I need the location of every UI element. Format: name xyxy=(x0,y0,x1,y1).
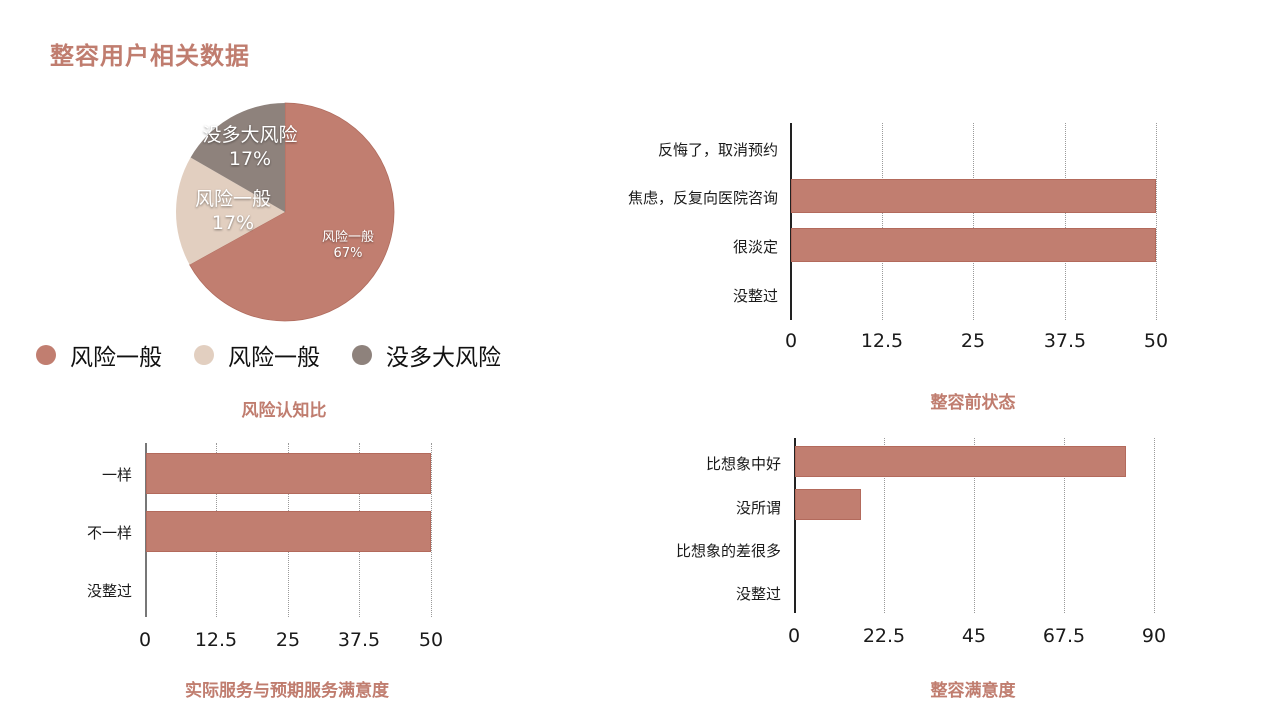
legend-item-risk-general-2[interactable]: 风险一般 xyxy=(194,338,320,372)
grid-line xyxy=(882,123,883,320)
category-label: 没所谓 xyxy=(735,499,781,517)
x-tick: 37.5 xyxy=(337,629,381,651)
pie-label-pct: 67% xyxy=(333,246,363,262)
y-axis xyxy=(145,443,147,617)
pie-label-pct: 17% xyxy=(211,211,255,234)
category-label: 焦虑，反复向医院咨询 xyxy=(627,189,778,207)
grid-line xyxy=(1154,438,1155,613)
legend-item-low-risk[interactable]: 没多大风险 xyxy=(352,338,501,372)
legend-label: 风险一般 xyxy=(70,345,162,371)
satisfaction-caption: 整容满意度 xyxy=(930,681,1016,701)
legend-dot-icon xyxy=(194,345,214,365)
grid-line xyxy=(431,443,432,617)
category-label: 没整过 xyxy=(86,582,132,600)
category-label: 比想象的差很多 xyxy=(675,542,781,560)
pie-label-pct: 17% xyxy=(228,147,272,170)
grid-line xyxy=(973,123,974,320)
legend-item-risk-general[interactable]: 风险一般 xyxy=(36,338,162,372)
pie-label-risk-general-small: 风险一般 17% xyxy=(183,188,283,236)
x-tick: 67.5 xyxy=(1042,625,1086,647)
x-tick: 25 xyxy=(960,330,986,352)
pie-svg xyxy=(176,102,395,322)
category-label: 一样 xyxy=(101,466,132,484)
pie-label-name: 没多大风险 xyxy=(202,124,298,146)
satisfaction-bar-chart: 比想象中好 没所谓 比想象的差很多 没整过 0 22.5 45 67.5 90 xyxy=(640,438,1200,668)
risk-pie-chart: 没多大风险 17% 风险一般 17% 风险一般 67% xyxy=(175,102,395,322)
grid-line xyxy=(1156,123,1157,320)
legend-dot-icon xyxy=(352,345,372,365)
category-label: 比想象中好 xyxy=(705,455,781,473)
legend-label: 没多大风险 xyxy=(386,345,501,371)
pie-slice-risk-general-large[interactable] xyxy=(189,102,395,322)
pie-label-low-risk: 没多大风险 17% xyxy=(195,124,305,172)
bar-same[interactable] xyxy=(146,453,431,494)
x-tick: 90 xyxy=(1141,625,1167,647)
pie-legend: 风险一般 风险一般 没多大风险 xyxy=(36,338,533,372)
bar-anxious[interactable] xyxy=(791,179,1156,213)
category-label: 没整过 xyxy=(735,585,781,603)
pie-caption: 风险认知比 xyxy=(241,401,327,421)
grid-line xyxy=(974,438,975,613)
pie-slice-risk-general-small[interactable] xyxy=(176,157,285,265)
pre-state-caption: 整容前状态 xyxy=(930,393,1016,413)
pie-label-name: 风险一般 xyxy=(194,188,271,210)
service-expectation-caption: 实际服务与预期服务满意度 xyxy=(185,681,389,701)
bar-different[interactable] xyxy=(146,511,431,552)
x-tick: 12.5 xyxy=(860,330,904,352)
pie-label-risk-general-large: 风险一般 67% xyxy=(313,230,383,263)
y-axis xyxy=(794,438,796,613)
grid-line xyxy=(1064,438,1065,613)
x-tick: 12.5 xyxy=(194,629,238,651)
x-tick: 22.5 xyxy=(862,625,906,647)
grid-line xyxy=(1065,123,1066,320)
bar-calm[interactable] xyxy=(791,228,1156,262)
bar-better-than-expected[interactable] xyxy=(795,446,1126,477)
x-tick: 37.5 xyxy=(1043,330,1087,352)
x-tick: 0 xyxy=(784,330,798,352)
grid-line xyxy=(884,438,885,613)
y-axis xyxy=(790,123,792,320)
legend-dot-icon xyxy=(36,345,56,365)
x-tick: 0 xyxy=(787,625,801,647)
x-tick: 0 xyxy=(138,629,152,651)
legend-label: 风险一般 xyxy=(228,345,320,371)
service-expectation-bar-chart: 一样 不一样 没整过 0 12.5 25 37.5 50 xyxy=(60,443,480,673)
pre-state-bar-chart: 反悔了，取消预约 焦虑，反复向医院咨询 很淡定 没整过 0 12.5 25 37… xyxy=(600,123,1220,363)
pie-slice-low-risk[interactable] xyxy=(190,103,285,212)
category-label: 没整过 xyxy=(732,287,778,305)
category-label: 不一样 xyxy=(86,524,132,542)
pie-label-name: 风险一般 xyxy=(321,230,374,245)
x-tick: 50 xyxy=(418,629,444,651)
bar-indifferent[interactable] xyxy=(795,489,861,520)
category-label: 反悔了，取消预约 xyxy=(657,141,778,159)
x-tick: 25 xyxy=(275,629,301,651)
x-tick: 45 xyxy=(961,625,987,647)
category-label: 很淡定 xyxy=(732,238,778,256)
x-tick: 50 xyxy=(1143,330,1169,352)
page-title: 整容用户相关数据 xyxy=(50,42,250,70)
